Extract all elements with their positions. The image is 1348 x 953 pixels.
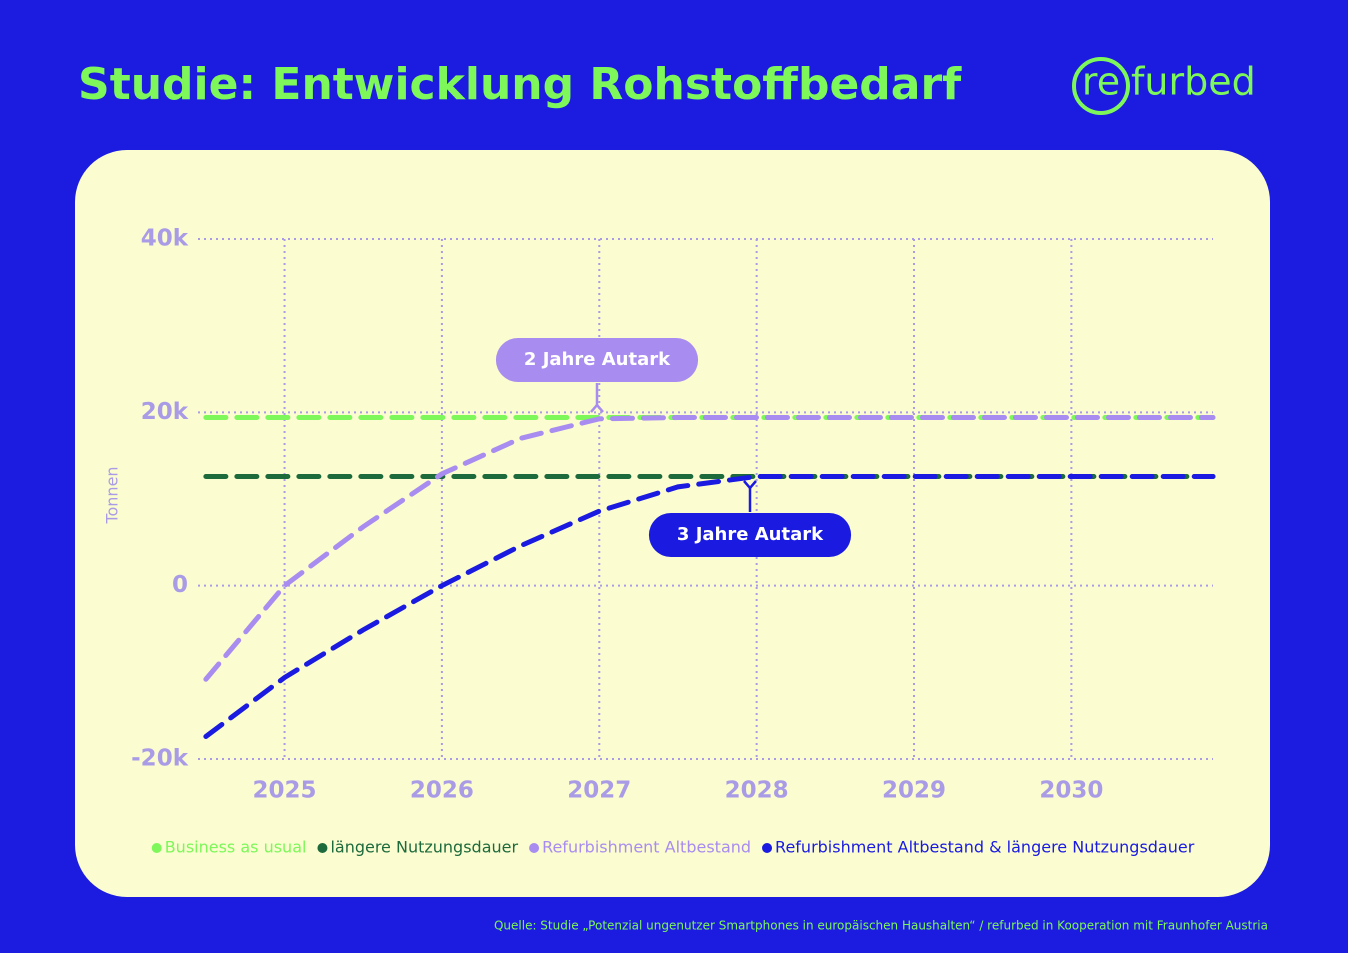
legend-label: Refurbishment Altbestand bbox=[542, 838, 751, 857]
x-tick-label: 2025 bbox=[253, 778, 317, 804]
annotation-arrowhead bbox=[590, 403, 604, 413]
source: Quelle: Studie „Potenzial ungenutzer Sma… bbox=[494, 919, 1268, 933]
y-tick-label: 40k bbox=[141, 226, 189, 252]
legend: Business as usual längere Nutzungsdauer Re… bbox=[151, 838, 1195, 857]
series-line bbox=[203, 415, 1216, 682]
annotation-box bbox=[648, 513, 852, 557]
logo-re: re bbox=[1082, 60, 1120, 104]
annotation-text: 3 Jahre Autark bbox=[677, 524, 824, 545]
x-tick-label: 2026 bbox=[410, 778, 474, 804]
x-tick-label: 2029 bbox=[882, 778, 946, 804]
legend-marker bbox=[762, 843, 773, 853]
annotation: 2 Jahre Autark bbox=[495, 338, 699, 413]
legend-label: längere Nutzungsdauer bbox=[330, 838, 518, 857]
series-line bbox=[203, 473, 1216, 739]
legend-marker bbox=[529, 843, 540, 853]
legend-label: Refurbishment Altbestand & längere Nutzu… bbox=[775, 838, 1195, 857]
logo-ring bbox=[1072, 57, 1130, 115]
y-axis-label: Tonnen bbox=[103, 466, 122, 524]
y-tick-label: 20k bbox=[141, 399, 189, 425]
annotation-box bbox=[495, 338, 699, 382]
y-tick-label: -20k bbox=[131, 746, 189, 772]
title: Studie: Entwicklung Rohstoffbedarf bbox=[78, 59, 962, 110]
x-tick-label: 2028 bbox=[725, 778, 789, 804]
legend-marker bbox=[317, 843, 328, 853]
annotation-text: 2 Jahre Autark bbox=[524, 349, 671, 370]
y-tick-label: 0 bbox=[172, 572, 188, 598]
logo-rest: furbed bbox=[1131, 60, 1256, 104]
legend-marker bbox=[151, 843, 162, 853]
x-tick-label: 2027 bbox=[567, 778, 631, 804]
x-tick-label: 2030 bbox=[1039, 778, 1103, 804]
annotation: 3 Jahre Autark bbox=[648, 480, 852, 557]
annotation-arrowhead bbox=[743, 480, 757, 490]
legend-label: Business as usual bbox=[165, 838, 307, 857]
